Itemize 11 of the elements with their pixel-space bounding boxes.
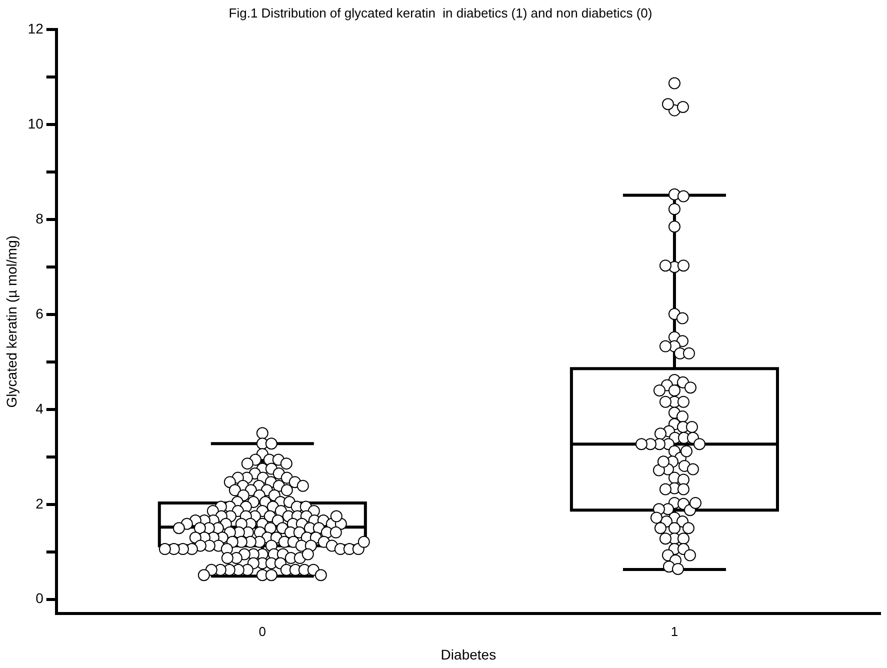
y-tick-label: 6 <box>36 305 44 322</box>
x-tick-label: 1 <box>670 624 678 639</box>
y-tick-label: 8 <box>36 210 44 226</box>
y-tick-label: 10 <box>28 115 44 132</box>
y-tick-label: 2 <box>36 495 44 512</box>
y-tick-label: 0 <box>36 590 44 606</box>
y-tick-label: 4 <box>36 400 44 416</box>
chart-title: Fig.1 Distribution of glycated keratin in diabetics (1) and non diabetics (0) <box>228 5 652 20</box>
y-axis-title: Glycated keratin (µ mol/mg) <box>3 235 20 408</box>
x-axis-title: Diabetes <box>440 646 496 662</box>
y-tick-label: 12 <box>28 20 44 36</box>
